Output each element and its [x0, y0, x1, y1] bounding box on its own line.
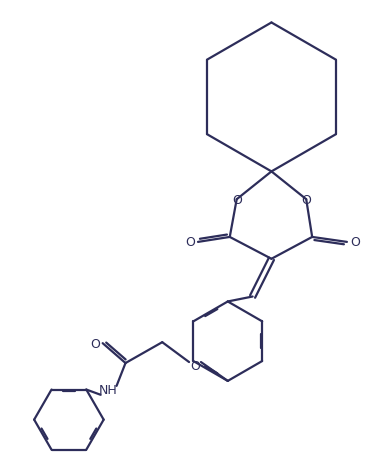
Text: O: O — [232, 193, 241, 206]
Text: O: O — [190, 359, 200, 372]
Text: NH: NH — [99, 384, 118, 396]
Text: O: O — [350, 236, 360, 249]
Text: O: O — [90, 337, 100, 350]
Text: O: O — [185, 236, 195, 249]
Text: O: O — [301, 193, 311, 206]
